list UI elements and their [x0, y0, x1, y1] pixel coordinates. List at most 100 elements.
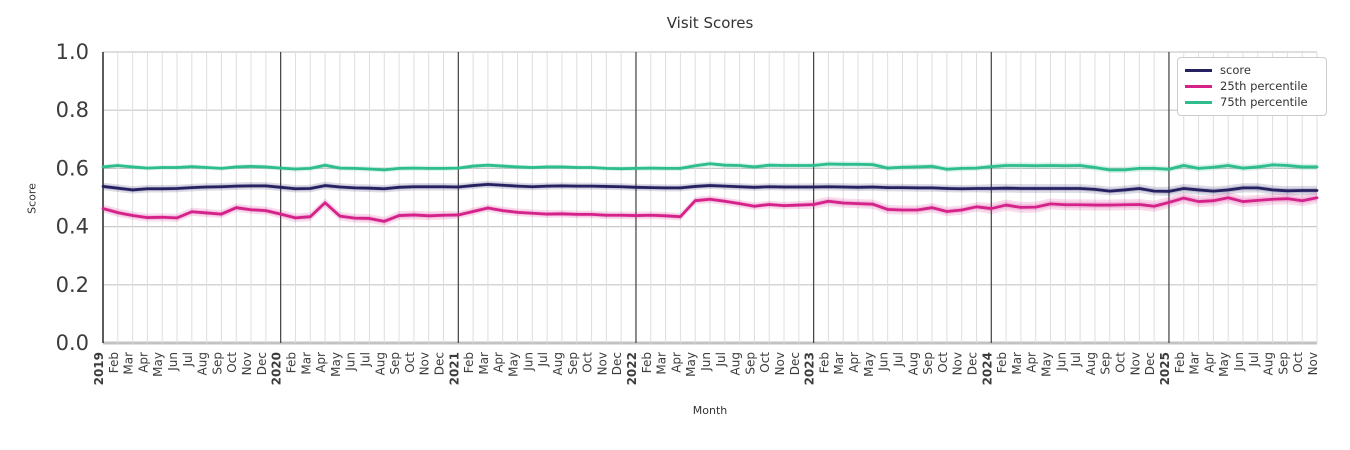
x-tick-label: Jul	[714, 352, 728, 367]
score-line-swatch-icon	[1185, 68, 1212, 72]
x-tick-label: Jul	[891, 352, 905, 367]
x-tick-label: Dec	[255, 352, 269, 375]
x-tick-label: Dec	[965, 352, 979, 375]
x-tick-label: Jun	[699, 352, 713, 372]
x-tick-label: Mar	[832, 352, 846, 375]
x-tick-label: Apr	[1025, 352, 1039, 373]
x-tick-label: Aug	[196, 352, 210, 375]
x-tick-label: Nov	[1306, 352, 1320, 375]
x-tick-label: Aug	[906, 352, 920, 375]
x-tick-label: Oct	[1114, 352, 1128, 373]
y-tick-label: 0.4	[56, 215, 89, 239]
legend-item-25th-percentile: 25th percentile	[1185, 78, 1319, 94]
x-tick-label: Oct	[1291, 352, 1305, 373]
legend-label: 25th percentile	[1220, 79, 1308, 93]
x-tick-label: 2020	[270, 352, 284, 385]
x-tick-label: 2021	[447, 352, 461, 385]
series-line	[101, 183, 1319, 193]
x-tick-label: Nov	[951, 352, 965, 375]
x-tick-label: Jul	[181, 352, 195, 367]
x-tick-label: 2024	[980, 352, 994, 385]
x-tick-label: Sep	[566, 352, 580, 375]
x-tick-label: Oct	[225, 352, 239, 373]
x-tick-label: Mar	[1010, 352, 1024, 375]
x-tick-label: Feb	[640, 352, 654, 373]
x-tick-label: May	[684, 352, 698, 377]
y-tick-label: 0.8	[56, 98, 89, 122]
x-tick-label: Mar	[299, 352, 313, 375]
x-tick-label: Aug	[373, 352, 387, 375]
x-tick-label: Apr	[492, 352, 506, 373]
legend-label: score	[1220, 63, 1251, 77]
x-tick-label: Dec	[1143, 352, 1157, 375]
x-tick-label: Dec	[610, 352, 624, 375]
x-tick-label: Nov	[1128, 352, 1142, 375]
legend-item-75th-percentile: 75th percentile	[1185, 94, 1319, 110]
x-tick-label: Feb	[817, 352, 831, 373]
x-tick-label: Oct	[403, 352, 417, 373]
x-tick-label: Oct	[758, 352, 772, 373]
confidence-band	[103, 182, 1317, 194]
legend: score 25th percentile 75th percentile	[1177, 57, 1327, 116]
p75-line-swatch-icon	[1185, 100, 1212, 104]
p25-line-swatch-icon	[1185, 84, 1212, 88]
x-tick-label: 2022	[625, 352, 639, 385]
x-tick-label: Sep	[388, 352, 402, 375]
x-tick-label: Dec	[788, 352, 802, 375]
x-tick-label: May	[151, 352, 165, 377]
y-tick-label: 0.0	[56, 331, 89, 355]
chart-title: Visit Scores	[666, 14, 754, 32]
x-tick-label: Jul	[1069, 352, 1083, 367]
x-tick-label: Sep	[210, 352, 224, 375]
x-tick-label: Feb	[1173, 352, 1187, 373]
legend-item-score: score	[1185, 62, 1319, 78]
x-axis-label: Month	[692, 404, 728, 417]
x-tick-label: Jun	[877, 352, 891, 372]
x-tick-label: Jun	[166, 352, 180, 372]
x-tick-label: Feb	[995, 352, 1009, 373]
x-tick-label: Feb	[107, 352, 121, 373]
x-tick-label: May	[1040, 352, 1054, 377]
y-tick-label: 0.2	[56, 273, 89, 297]
x-tick-label: Nov	[240, 352, 254, 375]
x-tick-label: Sep	[743, 352, 757, 375]
series-line	[101, 196, 1319, 223]
x-tick-label: Jun	[1232, 352, 1246, 372]
y-tick-label: 1.0	[56, 40, 89, 64]
confidence-band	[103, 180, 1317, 197]
x-tick-label: Jun	[1054, 352, 1068, 372]
x-tick-label: May	[507, 352, 521, 377]
x-tick-label: Apr	[847, 352, 861, 373]
x-tick-label: Apr	[669, 352, 683, 373]
x-tick-label: 2019	[92, 352, 106, 385]
x-tick-label: Apr	[314, 352, 328, 373]
x-tick-label: Mar	[1188, 352, 1202, 375]
x-tick-label: Mar	[122, 352, 136, 375]
x-tick-label: Jul	[358, 352, 372, 367]
x-tick-label: Sep	[1276, 352, 1290, 375]
x-tick-label: May	[862, 352, 876, 377]
x-tick-label: Feb	[284, 352, 298, 373]
x-tick-label: Mar	[477, 352, 491, 375]
x-tick-label: Nov	[595, 352, 609, 375]
x-tick-label: Apr	[136, 352, 150, 373]
x-tick-label: May	[329, 352, 343, 377]
x-tick-label: Apr	[1202, 352, 1216, 373]
x-tick-label: 2023	[803, 352, 817, 385]
x-tick-label: Aug	[1262, 352, 1276, 375]
x-tick-label: Sep	[921, 352, 935, 375]
x-tick-label: Oct	[581, 352, 595, 373]
legend-label: 75th percentile	[1220, 95, 1308, 109]
x-tick-label: Dec	[433, 352, 447, 375]
x-tick-label: 2025	[1158, 352, 1172, 385]
confidence-band	[103, 192, 1317, 226]
x-tick-label: Jun	[344, 352, 358, 372]
x-tick-label: Aug	[551, 352, 565, 375]
series-line	[101, 162, 1319, 172]
x-tick-label: Jun	[521, 352, 535, 372]
y-tick-label: 0.6	[56, 156, 89, 180]
x-tick-label: Jul	[536, 352, 550, 367]
x-tick-label: Sep	[1099, 352, 1113, 375]
